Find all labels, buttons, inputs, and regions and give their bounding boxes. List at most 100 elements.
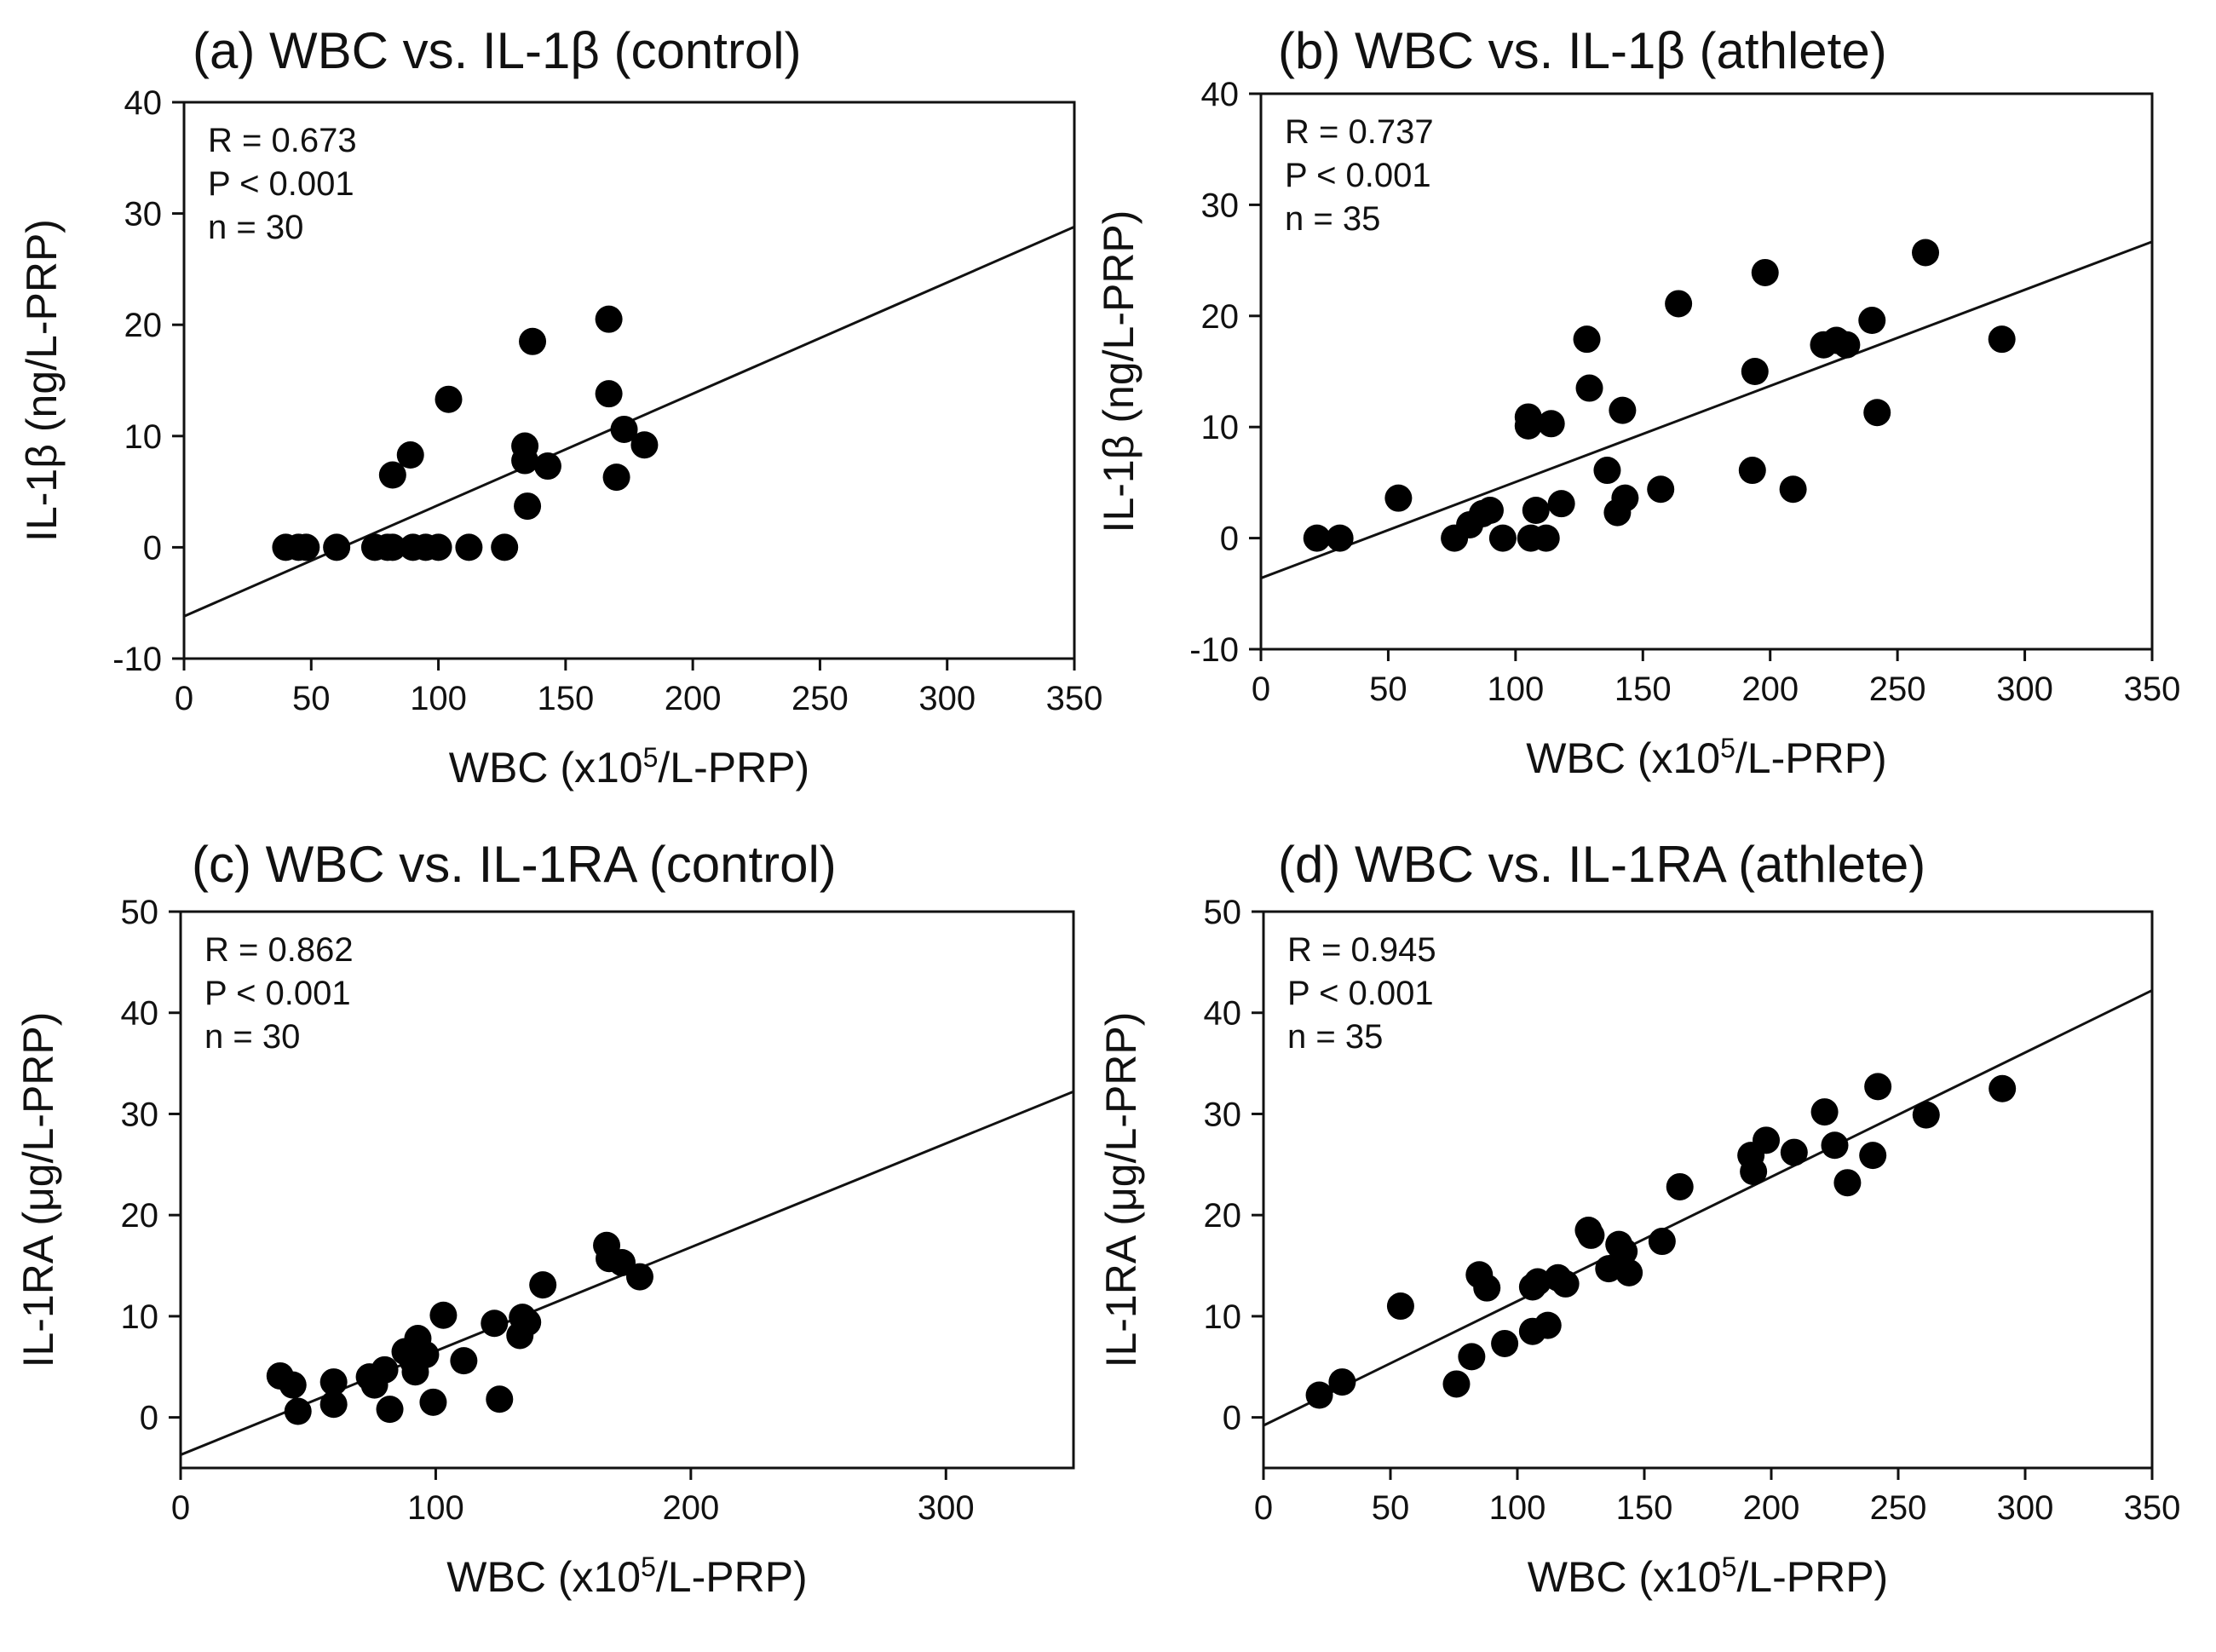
data-point: [1810, 1098, 1839, 1126]
data-point: [1442, 1370, 1471, 1398]
data-point: [595, 305, 623, 333]
data-point: [1988, 325, 2016, 354]
data-point: [1751, 258, 1779, 286]
y-tick-label: 30: [1201, 187, 1240, 224]
stat-line: P < 0.001: [204, 975, 351, 1012]
data-point: [529, 1271, 557, 1299]
data-point: [486, 1385, 514, 1413]
data-point: [1537, 410, 1565, 438]
x-tick-label: 150: [1615, 671, 1672, 708]
x-axis-label: WBC (x105/L-PRP): [449, 742, 809, 791]
data-point: [419, 1388, 447, 1416]
x-tick-label: 300: [918, 680, 976, 717]
data-point: [1458, 1343, 1486, 1371]
data-point: [396, 441, 424, 469]
y-tick-label: 30: [1204, 1096, 1242, 1133]
data-point: [1611, 484, 1639, 512]
data-point: [1648, 1228, 1676, 1256]
data-point: [1384, 484, 1413, 512]
regression-line: [1260, 240, 2153, 579]
x-tick-label: 300: [918, 1489, 975, 1527]
data-point: [1547, 490, 1575, 518]
stat-line: R = 0.737: [1285, 113, 1434, 151]
regression-line: [1263, 989, 2153, 1427]
stat-line: P < 0.001: [1285, 157, 1431, 194]
data-point: [1666, 1172, 1694, 1200]
data-point: [1753, 1126, 1781, 1154]
data-point: [1833, 331, 1861, 359]
x-tick-label: 250: [1869, 671, 1926, 708]
plot-frame: [179, 910, 1075, 1470]
data-point: [1491, 1329, 1519, 1357]
y-tick-label: 40: [124, 84, 163, 122]
y-tick-label: 10: [1204, 1298, 1242, 1336]
y-tick-label: -10: [1189, 631, 1239, 669]
stat-line: n = 35: [1287, 1018, 1383, 1056]
data-point: [323, 533, 351, 561]
data-point: [1989, 1074, 2017, 1102]
data-point: [1532, 524, 1560, 552]
y-axis-label: IL-1β (ng/L-PRP): [1095, 210, 1143, 533]
data-point: [1488, 524, 1517, 552]
plot-frame: [1262, 910, 2154, 1470]
data-point: [284, 1397, 312, 1425]
data-point: [1741, 358, 1769, 385]
stat-line: n = 35: [1285, 200, 1380, 238]
data-point: [412, 1341, 440, 1369]
stat-line: R = 0.862: [204, 931, 354, 969]
data-point: [491, 533, 519, 561]
y-tick-label: 50: [1204, 894, 1242, 931]
data-point: [279, 1371, 307, 1399]
panel-title: (a) WBC vs. IL-1β (control): [193, 22, 802, 79]
panel-a: (a) WBC vs. IL-1β (control)0 50 100 150 200 2…: [18, 22, 1102, 791]
y-tick-label: 30: [121, 1096, 159, 1133]
data-point: [1780, 1138, 1808, 1166]
y-axis-label: IL-1β (ng/L-PRP): [18, 219, 66, 542]
data-point: [1858, 307, 1886, 335]
data-point: [511, 446, 539, 475]
data-point: [1303, 524, 1331, 552]
x-tick-label: 250: [1870, 1489, 1927, 1527]
y-tick-label: -10: [112, 641, 162, 678]
y-tick-label: 40: [1204, 995, 1242, 1033]
data-point: [1609, 396, 1637, 424]
x-tick-label: 100: [410, 680, 467, 717]
stat-line: P < 0.001: [208, 165, 354, 203]
data-point: [1779, 475, 1807, 504]
y-tick-label: 20: [1201, 298, 1240, 336]
x-tick-label: 0: [1254, 1489, 1273, 1527]
data-point: [1740, 1158, 1768, 1186]
x-tick-label: 350: [1046, 680, 1103, 717]
y-tick-label: 20: [1204, 1197, 1242, 1235]
data-point: [319, 1368, 348, 1396]
data-point: [481, 1310, 509, 1338]
plot-frame: [182, 101, 1076, 660]
data-point: [1326, 524, 1354, 552]
y-tick-label: 10: [1201, 409, 1240, 446]
data-point: [1534, 1311, 1562, 1339]
y-tick-label: 40: [1201, 76, 1240, 113]
stat-line: R = 0.945: [1287, 931, 1436, 969]
data-point: [1738, 457, 1766, 485]
data-point: [435, 385, 463, 413]
data-point: [1476, 497, 1504, 524]
panel-b: (b) WBC vs. IL-1β (athlete)0 50 100 150 200 2…: [1095, 22, 2180, 782]
x-tick-label: 0: [171, 1489, 190, 1527]
data-point: [1821, 1131, 1849, 1160]
panel-c: (c) WBC vs. IL-1RA (control) 0 100 200 300 0 1…: [14, 836, 1075, 1601]
data-point: [1833, 1169, 1862, 1197]
x-tick-label: 200: [1741, 671, 1799, 708]
stat-line: P < 0.001: [1287, 975, 1434, 1012]
y-axis-label: IL-1RA (μg/L-PRP): [14, 1012, 62, 1368]
x-tick-label: 150: [537, 680, 594, 717]
panel-d: (d) WBC vs. IL-1RA (athlete)0 50 100 150 200…: [1097, 836, 2180, 1601]
plot-frame: [1259, 92, 2154, 651]
x-tick-label: 200: [1743, 1489, 1800, 1527]
data-point: [1863, 399, 1891, 427]
data-point: [429, 1301, 458, 1329]
data-point: [602, 463, 630, 492]
x-axis-label: WBC (x105/L-PRP): [1526, 733, 1886, 782]
y-tick-label: 0: [140, 1400, 158, 1437]
